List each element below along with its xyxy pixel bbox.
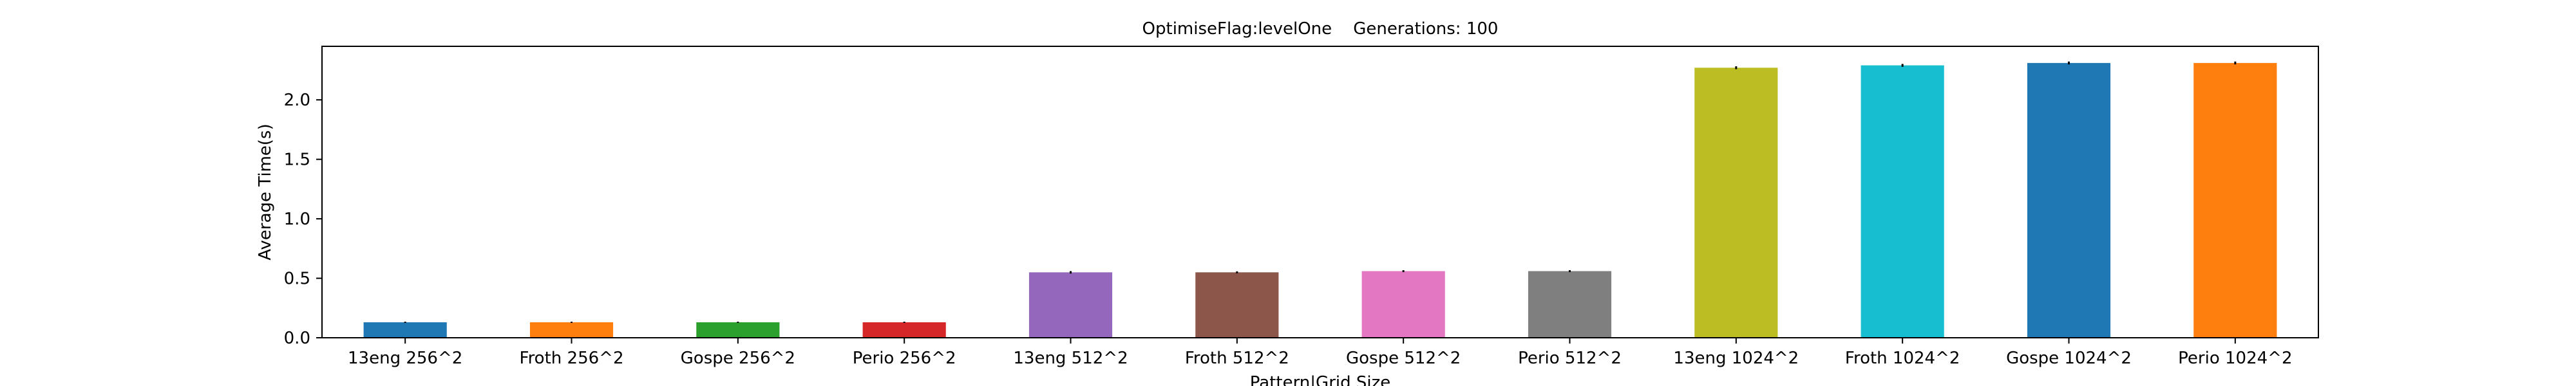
y-axis-label: Average Time(s) [256, 124, 275, 261]
x-tick-label-1: 13eng 256^2 [348, 349, 462, 368]
bar-7 [1361, 271, 1445, 338]
y-tick-label-5: 2.0 [284, 91, 310, 110]
chart-title: OptimiseFlag:levelOne Generations: 100 [1142, 19, 1499, 39]
x-tick-label-4: Perio 256^2 [853, 349, 956, 368]
y-tick-label-4: 1.5 [284, 151, 310, 170]
bar-5 [1028, 272, 1113, 338]
x-tick-label-6: Froth 512^2 [1185, 349, 1289, 368]
x-tick-label-11: Gospe 1024^2 [2006, 349, 2132, 368]
bar-3 [696, 322, 780, 338]
x-tick-label-10: Froth 1024^2 [1845, 349, 1960, 368]
x-axis: 13eng 256^2 Froth 256^2 Gospe 256^2 Perio 2… [348, 338, 2292, 368]
bar-10 [1861, 65, 1944, 338]
error-bars-layer [404, 61, 2237, 323]
x-axis-label: Pattern|Grid Size [1250, 373, 1391, 386]
bar-12 [2193, 62, 2277, 338]
x-tick-label-5: 13eng 512^2 [1013, 349, 1128, 368]
bar-6 [1195, 272, 1279, 338]
x-tick-label-12: Perio 1024^2 [2178, 349, 2292, 368]
bar-9 [1694, 68, 1778, 338]
x-tick-label-7: Gospe 512^2 [1346, 349, 1461, 368]
y-tick-label-1: 0.0 [284, 329, 310, 348]
x-tick-label-3: Gospe 256^2 [681, 349, 795, 368]
bar-2 [529, 322, 614, 338]
plot-frame [321, 46, 2319, 338]
bar-1 [363, 322, 447, 338]
y-tick-label-2: 0.5 [284, 270, 310, 289]
bar-8 [1528, 271, 1612, 338]
x-tick-label-9: 13eng 1024^2 [1673, 349, 1799, 368]
bar-11 [2027, 62, 2111, 338]
bar-4 [862, 322, 946, 338]
bars-layer [363, 62, 2277, 338]
y-axis: 0.0 0.5 1.0 1.5 2.0 [284, 91, 322, 348]
x-tick-label-8: Perio 512^2 [1518, 349, 1622, 368]
y-tick-label-3: 1.0 [284, 210, 310, 229]
x-tick-label-2: Froth 256^2 [520, 349, 624, 368]
